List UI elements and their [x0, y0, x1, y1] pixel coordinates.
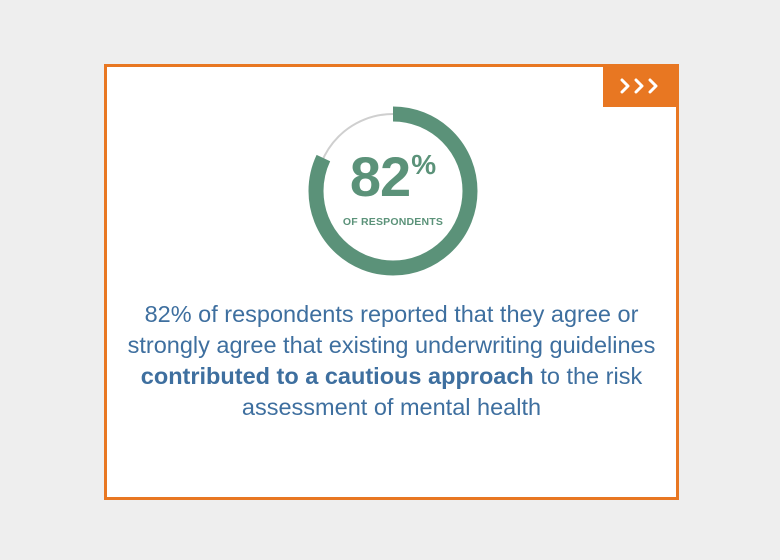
stat-caption: OF RESPONDENTS — [342, 216, 444, 228]
percentage-ring: 82% OF RESPONDENTS — [307, 105, 479, 277]
next-button[interactable] — [603, 64, 679, 107]
summary-text-emphasis: contributed to a cautious approach — [140, 363, 534, 389]
summary-text-part2: to the risk assessment of mental health — [241, 363, 643, 420]
stat-value: 82% — [307, 149, 479, 205]
stat-percent-sign: % — [411, 149, 437, 180]
stat-number: 82 — [349, 145, 411, 208]
stat-card: 82% OF RESPONDENTS 82% of respondents re… — [104, 64, 679, 500]
summary-text-part1: 82% of respondents reported that they ag… — [127, 301, 656, 358]
summary-text: 82% of respondents reported that they ag… — [127, 299, 656, 423]
triple-chevron-right-icon — [620, 78, 658, 93]
ring-progress — [308, 106, 478, 276]
